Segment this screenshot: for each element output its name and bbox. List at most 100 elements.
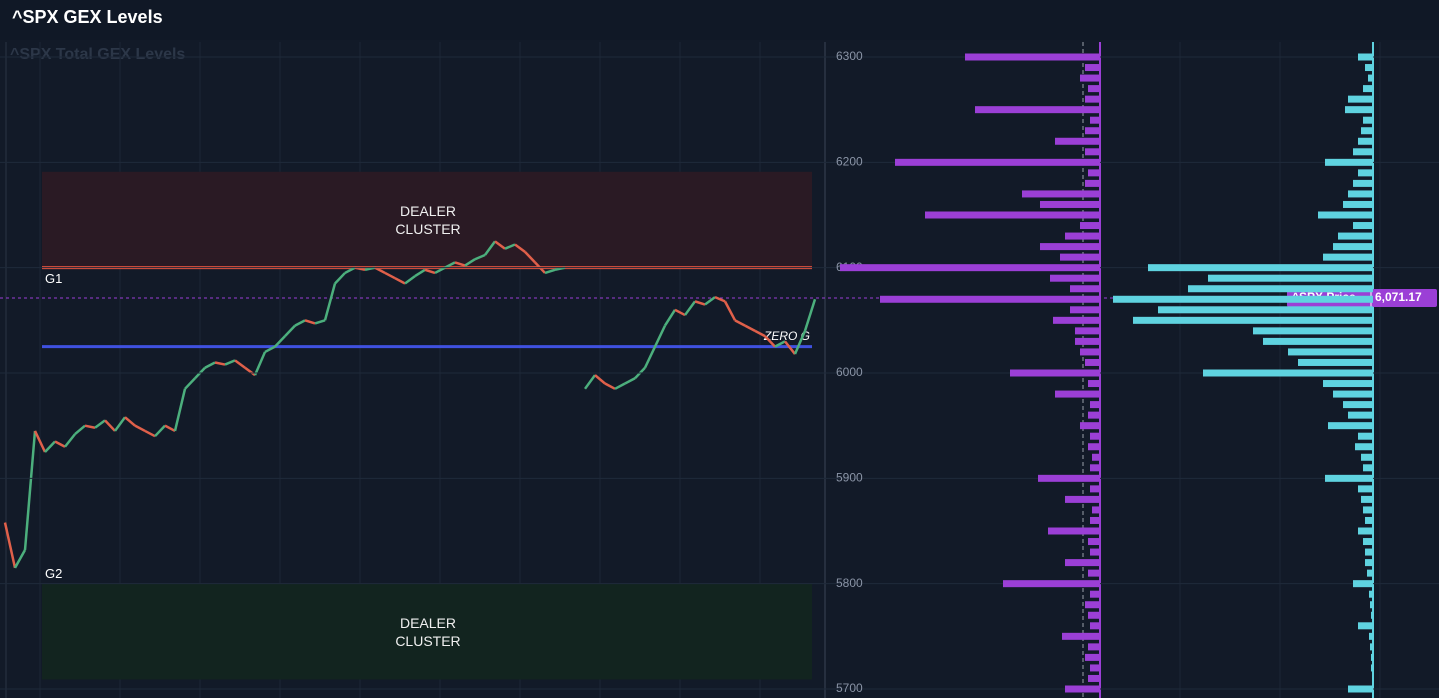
gex-bar (1288, 348, 1373, 356)
level-label: ZERO G (763, 329, 810, 343)
gex-bar (1348, 411, 1373, 419)
price-segment (234, 359, 246, 369)
gex-bar (1085, 127, 1100, 135)
price-segment (803, 298, 817, 332)
price-segment (524, 251, 536, 264)
price-segment (113, 416, 127, 432)
price-segment (734, 319, 746, 327)
gex-bar (1085, 64, 1100, 72)
gex-bar (1348, 685, 1373, 693)
gex-bar (1088, 611, 1100, 619)
gex-bar (1022, 190, 1100, 198)
price-segment (3, 522, 17, 569)
gex-bar (1323, 380, 1373, 388)
gex-bar (1088, 538, 1100, 546)
gex-bar (895, 158, 1100, 166)
y-tick-label: 6000 (836, 365, 863, 379)
gex-bar (1365, 559, 1373, 567)
gex-bar (1065, 232, 1100, 240)
gex-bar (1358, 527, 1373, 535)
gex-bar (1333, 390, 1373, 398)
gex-bar (1090, 516, 1100, 524)
gex-bar (1133, 316, 1373, 324)
price-segment (514, 243, 526, 253)
price-segment (64, 433, 76, 448)
gex-bar (1113, 295, 1373, 303)
price-segment (744, 324, 756, 332)
gex-bar (1075, 337, 1100, 345)
price-segment (694, 300, 706, 306)
price-segment (84, 424, 96, 429)
dealer-zone (42, 583, 812, 680)
dealer-zone (42, 171, 812, 268)
gex-bar (1040, 243, 1100, 251)
price-segment (474, 253, 486, 261)
gex-bar (1003, 580, 1100, 588)
price-segment (134, 424, 146, 433)
gex-bar (1371, 653, 1373, 661)
y-tick-label: 6200 (836, 155, 863, 169)
price-segment (394, 277, 406, 285)
gex-bar (1090, 548, 1100, 556)
price-segment (494, 240, 506, 250)
gex-bar (965, 53, 1100, 61)
gex-bar (1085, 653, 1100, 661)
gex-bar (1355, 443, 1373, 451)
price-segment (124, 416, 136, 427)
gex-bar (1085, 148, 1100, 156)
gex-bar (1090, 485, 1100, 493)
price-segment (173, 388, 187, 432)
gex-bar (1353, 148, 1373, 156)
gex-bar (1358, 169, 1373, 177)
gex-bar (1090, 464, 1100, 472)
gex-bar (1090, 432, 1100, 440)
gex-bar (1055, 390, 1100, 398)
gex-bar (1092, 453, 1100, 461)
gex-bar (1088, 643, 1100, 651)
gex-bar (1353, 580, 1373, 588)
gex-bar (1318, 211, 1373, 219)
gex-bar (1208, 274, 1373, 282)
gex-bar (1358, 137, 1373, 145)
price-segment (274, 335, 286, 348)
gex-bar (1090, 590, 1100, 598)
gex-bar (1372, 674, 1373, 682)
price-segment (204, 361, 216, 369)
price-segment (54, 440, 66, 448)
gex-bar (1085, 358, 1100, 366)
price-segment (434, 266, 446, 275)
price-segment (663, 309, 677, 327)
gex-bar (1348, 95, 1373, 103)
gex-bar (1343, 200, 1373, 208)
gex-bar (1050, 274, 1100, 282)
gex-bar (1088, 443, 1100, 451)
price-segment (304, 319, 316, 325)
gex-bar (1363, 85, 1373, 93)
gex-bar (1358, 53, 1373, 61)
gex-bar (1070, 285, 1100, 293)
gex-bar (1361, 495, 1373, 503)
price-segment (384, 271, 396, 280)
price-segment (793, 330, 807, 355)
price-segment (374, 266, 386, 275)
gex-bar (1075, 327, 1100, 335)
gex-bar (1090, 664, 1100, 672)
price-segment (264, 345, 276, 354)
price-segment (323, 283, 337, 321)
y-tick-label: 5700 (836, 681, 863, 695)
price-segment (444, 261, 456, 269)
price-segment (74, 424, 86, 436)
price-segment (334, 272, 346, 285)
gex-bar (1363, 464, 1373, 472)
price-segment (104, 419, 116, 432)
gex-bar (1369, 632, 1373, 640)
gex-bar (1358, 485, 1373, 493)
gex-bar (1363, 506, 1373, 514)
gex-bar (1080, 222, 1100, 230)
price-segment (224, 359, 236, 366)
gex-bar (1048, 527, 1100, 535)
title-bar (0, 0, 1439, 40)
gex-bar (1203, 369, 1373, 377)
gex-bar (1085, 95, 1100, 103)
